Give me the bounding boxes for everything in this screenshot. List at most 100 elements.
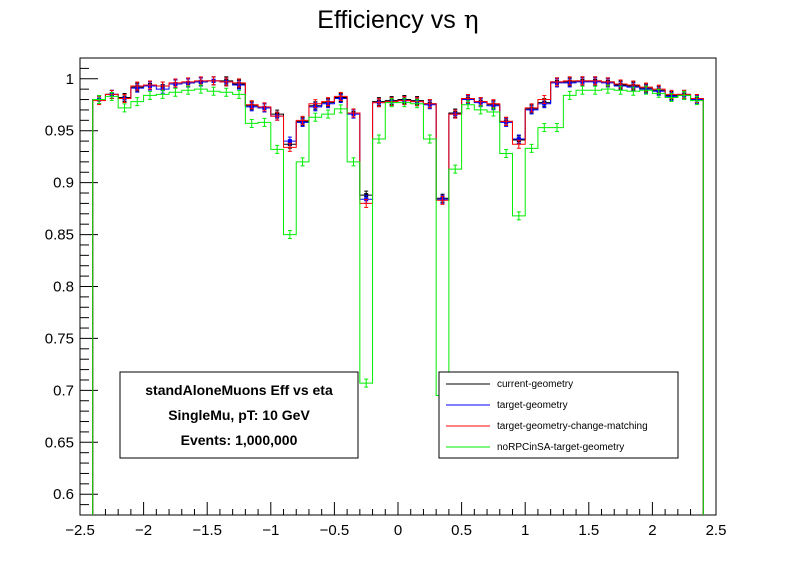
data-point: [465, 100, 470, 110]
data-point: [237, 89, 241, 99]
data-point: [504, 116, 509, 126]
data-point: [605, 84, 610, 94]
legend-label-norpcinsa: noRPCinSA-target-geometry: [497, 442, 624, 453]
data-point: [275, 144, 280, 154]
data-point: [504, 149, 509, 159]
info-line-2: SingleMu, pT: 10 GeV: [168, 407, 310, 423]
data-point: [529, 143, 534, 153]
data-point: [224, 77, 229, 87]
data-point: [516, 139, 521, 149]
data-point: [415, 99, 420, 109]
x-tick-label: −0.5: [320, 522, 350, 539]
data-point: [440, 195, 445, 205]
data-point: [364, 378, 369, 388]
data-point: [122, 103, 127, 113]
data-point: [567, 90, 572, 100]
y-tick-label: 0.85: [45, 227, 74, 244]
info-box-frame: [119, 371, 359, 459]
data-point: [237, 78, 241, 88]
data-point: [567, 76, 572, 86]
series-layer: [92, 76, 704, 515]
data-point: [160, 89, 165, 99]
data-point: [478, 105, 483, 115]
data-point: [135, 97, 140, 107]
series-noRPCinSA-target-geometry: [92, 84, 704, 515]
data-point: [109, 91, 114, 101]
data-point: [580, 85, 585, 95]
data-point: [262, 117, 267, 127]
data-point: [186, 85, 191, 95]
data-point: [644, 85, 649, 95]
y-tick-label: 0.95: [45, 123, 74, 140]
info-line-3: Events: 1,000,000: [181, 432, 298, 448]
data-point: [402, 98, 407, 108]
data-point: [669, 92, 674, 102]
data-point: [326, 109, 331, 119]
data-point: [593, 85, 598, 95]
data-point: [580, 76, 585, 86]
x-tick-label: −1.5: [192, 522, 222, 539]
data-point: [427, 134, 432, 144]
data-point: [262, 102, 267, 112]
data-point: [555, 123, 559, 133]
y-tick-label: 0.6: [53, 486, 74, 503]
chart-title-text: Efficiency vs: [317, 6, 455, 34]
data-point: [173, 87, 178, 97]
data-point: [287, 230, 292, 240]
y-axis: 0.6 0.65 0.7 0.75 0.8 0.85 0.9 0.95 1: [45, 57, 98, 516]
data-point: [313, 99, 318, 109]
data-point: [338, 104, 343, 114]
x-tick-label: 0: [394, 522, 402, 539]
data-point: [618, 85, 623, 95]
data-point: [249, 100, 254, 110]
data-point: [275, 111, 280, 121]
data-point: [529, 103, 534, 113]
x-tick-label: 2.5: [706, 522, 727, 539]
data-point: [682, 90, 687, 100]
data-point: [351, 157, 356, 167]
data-point: [211, 76, 216, 86]
data-point: [147, 80, 152, 90]
data-point: [453, 164, 458, 174]
data-point: [555, 77, 559, 87]
data-point: [135, 81, 140, 91]
legend-label-current-geometry: current-geometry: [497, 379, 573, 390]
x-tick-label: 0.5: [451, 522, 472, 539]
x-axis: −2.5 −2 −1.5 −1 −0.5 0 0.5 1 1.5 2 2.5: [65, 502, 726, 539]
y-tick-label: 0.8: [53, 279, 74, 296]
x-tick-label: 1: [521, 522, 529, 539]
legend-label-change-matching: target-geometry-change-matching: [497, 421, 648, 432]
chart-title-symbol: η: [464, 5, 479, 34]
data-point: [224, 87, 229, 97]
data-point: [694, 96, 699, 106]
y-tick-label: 0.65: [45, 434, 74, 451]
data-point: [211, 86, 216, 96]
data-point: [376, 134, 381, 144]
data-point: [389, 98, 394, 108]
data-point: [287, 142, 292, 152]
series-line: [92, 88, 704, 515]
data-point: [313, 112, 318, 122]
data-point: [173, 78, 178, 88]
legend-frame: [438, 371, 679, 459]
chart-title: Efficiency vs η: [317, 5, 478, 34]
data-point: [516, 211, 521, 221]
legend: current-geometry target-geometry target-…: [438, 371, 679, 459]
data-point: [376, 98, 381, 108]
y-tick-label: 0.7: [53, 382, 74, 399]
y-tick-label: 0.9: [53, 175, 74, 192]
data-point: [249, 118, 254, 128]
data-point: [453, 109, 458, 119]
data-point: [593, 76, 598, 86]
data-point: [122, 94, 127, 104]
data-point: [300, 157, 305, 167]
x-tick-label: 1.5: [578, 522, 599, 539]
data-point: [656, 88, 661, 98]
legend-label-target-geometry: target-geometry: [497, 400, 568, 411]
data-point: [338, 91, 343, 101]
info-line-1: standAloneMuons Eff vs eta: [145, 382, 333, 398]
data-point: [198, 84, 203, 94]
data-point: [147, 90, 152, 100]
x-tick-label: −2: [135, 522, 152, 539]
